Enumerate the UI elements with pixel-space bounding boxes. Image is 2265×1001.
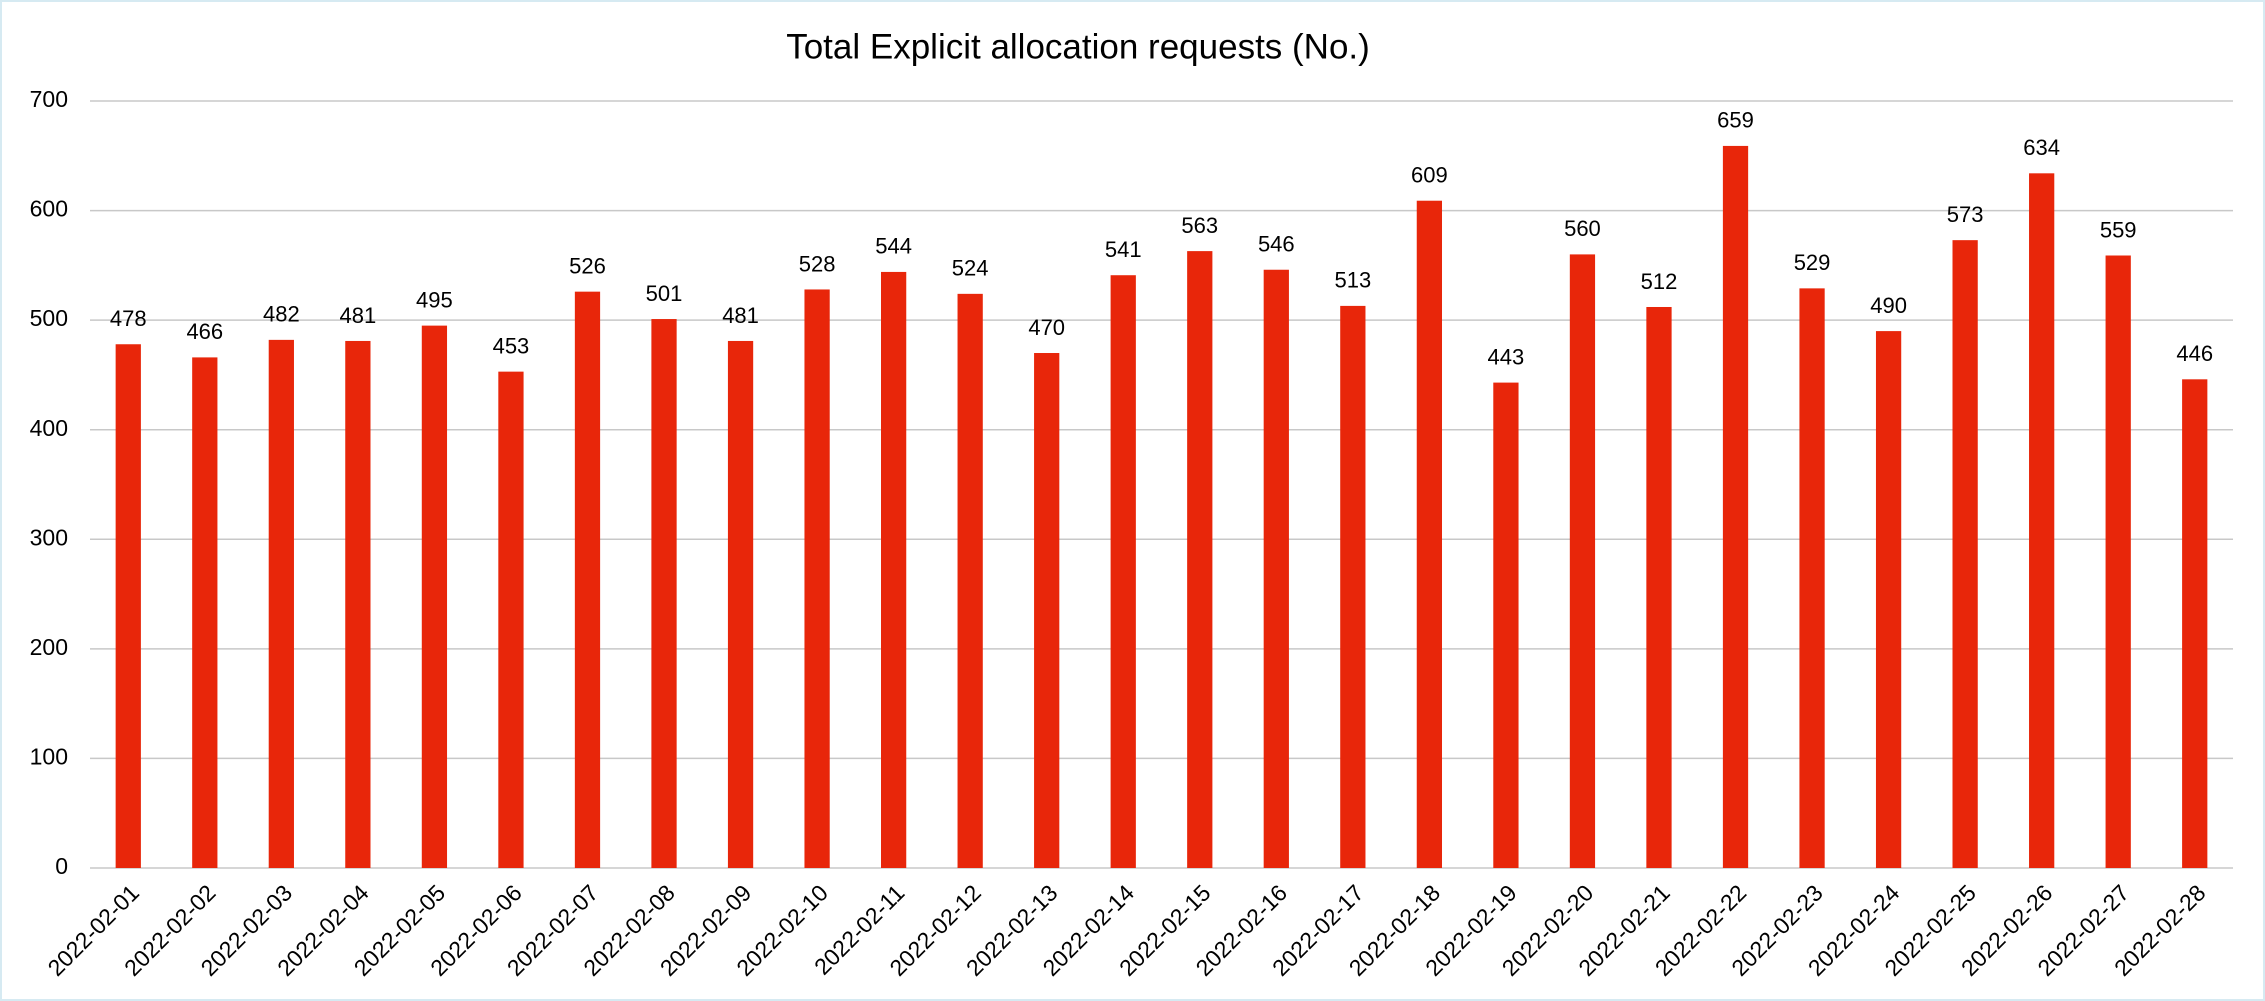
bar: [1646, 306, 1672, 869]
y-tick-label: 500: [30, 305, 68, 331]
value-label: 559: [2100, 217, 2137, 242]
bar: [498, 371, 524, 868]
bar: [421, 325, 448, 868]
bar: [1493, 382, 1519, 868]
value-label: 482: [263, 302, 300, 327]
bar: [1263, 269, 1289, 868]
value-label: 526: [569, 253, 606, 278]
bar: [345, 340, 371, 868]
bar: [651, 319, 677, 869]
value-label: 560: [1564, 216, 1601, 241]
y-tick-label: 0: [55, 853, 68, 879]
chart-title: Total Explicit allocation requests (No.): [786, 27, 1370, 66]
y-tick-label: 600: [30, 196, 68, 222]
value-label: 544: [875, 234, 912, 259]
value-label: 512: [1641, 269, 1678, 294]
bar: [1416, 200, 1443, 868]
value-label: 470: [1028, 315, 1065, 340]
value-label: 446: [2176, 341, 2213, 366]
value-label: 513: [1334, 268, 1371, 293]
value-label: 466: [186, 319, 223, 344]
bar: [1187, 251, 1213, 868]
bar: [1722, 145, 1749, 868]
bar: [727, 340, 754, 868]
value-label: 659: [1717, 108, 1754, 133]
bar: [1034, 353, 1060, 868]
value-label: 478: [110, 306, 147, 331]
value-label: 634: [2023, 135, 2060, 160]
bar: [2029, 173, 2055, 868]
value-label: 524: [952, 256, 989, 281]
value-label: 609: [1411, 163, 1448, 188]
value-label: 573: [1947, 202, 1984, 227]
value-label: 490: [1870, 293, 1907, 318]
value-label: 501: [646, 281, 683, 306]
bar: [1875, 331, 1902, 869]
value-label: 546: [1258, 232, 1295, 257]
value-label: 529: [1794, 250, 1831, 275]
bar: [1110, 275, 1136, 868]
value-label: 528: [799, 251, 836, 276]
y-tick-label: 100: [30, 744, 68, 770]
bar: [2182, 379, 2208, 868]
bar: [880, 271, 907, 869]
bar: [1952, 240, 1978, 869]
bar: [1340, 305, 1366, 868]
y-tick-label: 700: [30, 86, 68, 112]
value-label: 563: [1181, 213, 1218, 238]
y-tick-label: 400: [30, 415, 68, 441]
value-label: 443: [1488, 344, 1525, 369]
bar: [115, 344, 141, 869]
bar: [804, 289, 830, 868]
bar: [2105, 255, 2131, 868]
value-label: 495: [416, 287, 453, 312]
value-label: 453: [493, 333, 530, 358]
bar: [1799, 288, 1825, 868]
bar: [192, 357, 218, 868]
y-tick-label: 200: [30, 634, 68, 660]
value-label: 541: [1105, 237, 1142, 262]
bar: [574, 291, 601, 868]
bar: [268, 339, 294, 868]
value-label: 481: [722, 303, 759, 328]
value-label: 481: [340, 303, 377, 328]
bar: [957, 293, 983, 868]
bar: [1569, 254, 1596, 868]
y-tick-label: 300: [30, 524, 68, 550]
